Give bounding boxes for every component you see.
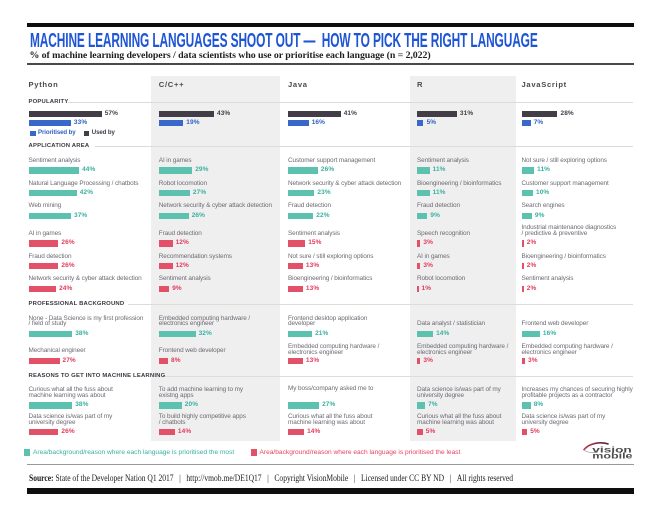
svg-text:mobile: mobile bbox=[592, 452, 633, 461]
svg-text:vision: vision bbox=[592, 446, 632, 455]
